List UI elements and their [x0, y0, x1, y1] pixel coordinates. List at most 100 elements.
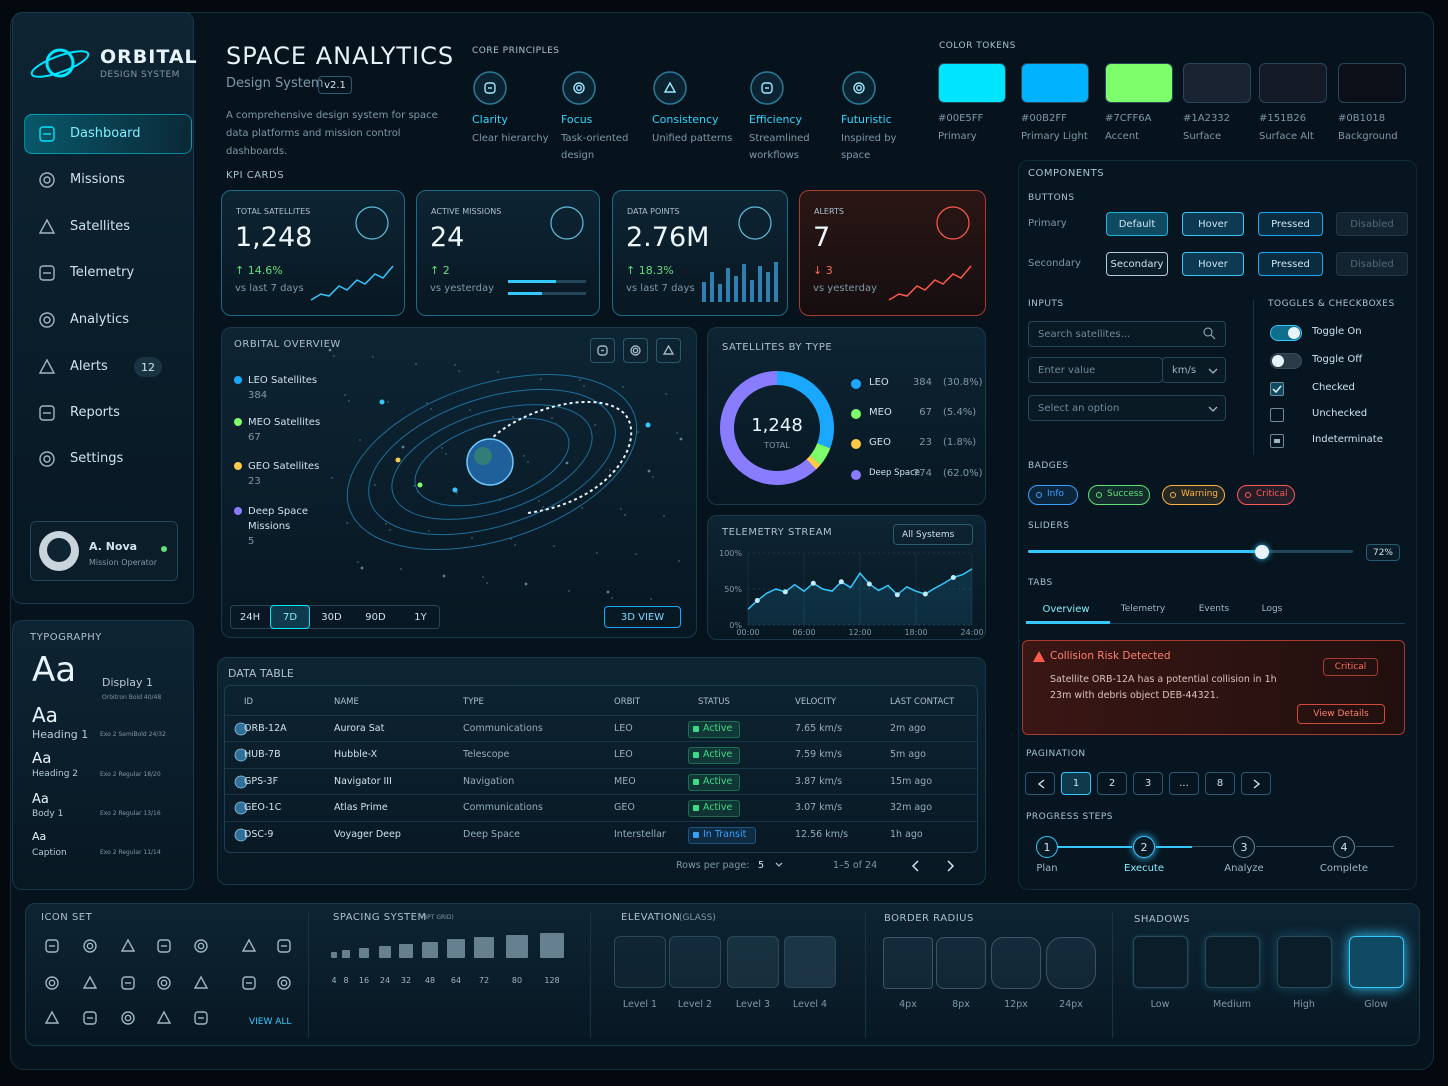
nav-item[interactable]	[24, 114, 192, 154]
rows-value[interactable]: 5	[758, 860, 765, 871]
shadow-label: Medium	[1213, 999, 1251, 1010]
icon-shape	[157, 939, 171, 953]
page-button[interactable]: 3	[1133, 772, 1163, 795]
globe	[234, 775, 248, 789]
section-title: BORDER RADIUS	[884, 913, 974, 924]
tab[interactable]: Telemetry	[1120, 604, 1166, 614]
tab[interactable]: Overview	[1042, 604, 1090, 615]
star	[441, 447, 443, 449]
section-title: TYPOGRAPHY	[30, 632, 102, 643]
tab[interactable]: Events	[1198, 604, 1230, 614]
search-input[interactable]: Search satellites...	[1028, 321, 1226, 347]
section-title: SHADOWS	[1134, 914, 1191, 925]
globe	[234, 722, 248, 736]
checkbox[interactable]	[1270, 408, 1284, 422]
icon-shape	[82, 975, 98, 989]
view-button[interactable]: 3D VIEW	[604, 606, 681, 628]
donut-total-label: TOTAL	[764, 441, 790, 450]
nav-label[interactable]: Alerts	[70, 359, 108, 374]
cell: Telescope	[463, 749, 510, 760]
page-subtitle: Design System	[226, 76, 324, 91]
alert-action[interactable]: View Details	[1297, 704, 1385, 724]
button[interactable]: Default	[1106, 212, 1168, 236]
star	[581, 507, 583, 509]
legend-pct: (62.0%)	[943, 468, 983, 479]
icon-button[interactable]	[590, 338, 615, 363]
sidebar	[12, 12, 194, 604]
button[interactable]: Hover	[1182, 212, 1244, 236]
filter-select[interactable]: All Systems	[893, 524, 973, 545]
cell: MEO	[614, 776, 636, 787]
page-button[interactable]: 1	[1061, 772, 1091, 795]
legend-name: LEO	[869, 377, 889, 388]
divider	[1253, 300, 1254, 455]
token-name: Background	[1338, 131, 1398, 142]
toggle-knob	[1272, 355, 1284, 367]
section-title: ELEVATION	[621, 912, 681, 923]
page-nav[interactable]	[1025, 772, 1055, 795]
page-button[interactable]: 8	[1205, 772, 1235, 795]
icon	[45, 939, 59, 953]
orbit-ring	[346, 374, 638, 550]
icon-button[interactable]	[623, 338, 648, 363]
step-line	[1156, 846, 1192, 848]
star	[346, 522, 348, 524]
nav-label[interactable]: Reports	[70, 405, 120, 420]
option-select[interactable]: Select an option	[1028, 395, 1226, 421]
kpi-change: ↑ 2	[430, 264, 450, 277]
logo-planet	[45, 48, 75, 78]
nav-label[interactable]: Missions	[70, 172, 125, 187]
range-button[interactable]: 30D	[321, 611, 342, 623]
spacing-swatch	[331, 952, 337, 958]
star	[565, 461, 569, 465]
icon-shape	[45, 976, 59, 990]
elevation-box	[614, 936, 666, 988]
row-icon	[234, 828, 248, 842]
badge-label: Success	[1107, 489, 1144, 499]
cell: Atlas Prime	[334, 802, 388, 813]
nav-label[interactable]: Analytics	[70, 312, 130, 327]
legend-name: Deep Space Missions	[248, 506, 309, 532]
button[interactable]: Hover	[1182, 252, 1244, 276]
checkbox[interactable]	[1270, 434, 1284, 448]
nav-label[interactable]: Settings	[70, 451, 124, 466]
page-nav[interactable]	[1241, 772, 1271, 795]
column-header: ORBIT	[614, 697, 641, 707]
page-button[interactable]: 2	[1097, 772, 1127, 795]
page-button[interactable]: ...	[1169, 772, 1199, 795]
tab[interactable]: Logs	[1261, 604, 1283, 614]
button[interactable]: Pressed	[1258, 212, 1323, 236]
cell: Aurora Sat	[334, 723, 385, 734]
checkbox[interactable]	[1270, 382, 1284, 396]
cell: 3.07 km/s	[795, 802, 843, 813]
tab-indicator	[1026, 621, 1110, 624]
sparkline	[310, 265, 394, 301]
sub-title: BUTTONS	[1028, 193, 1075, 203]
kpi-card	[221, 190, 405, 316]
x-tick-label: 00:00	[736, 628, 759, 637]
range-button[interactable]: 7D	[270, 605, 310, 629]
spacing-swatch	[446, 939, 466, 958]
nav-label[interactable]: Dashboard	[70, 126, 141, 141]
range-button[interactable]: 24H	[239, 611, 261, 623]
slider-knob[interactable]	[1255, 545, 1269, 559]
range-button[interactable]: 1Y	[414, 611, 427, 623]
nav-label[interactable]: Satellites	[70, 219, 131, 234]
spark-bar	[750, 280, 754, 302]
star	[359, 439, 361, 441]
icon	[156, 1010, 172, 1024]
icon	[39, 451, 55, 467]
button[interactable]: Secondary	[1106, 252, 1168, 276]
view-all[interactable]: VIEW ALL	[249, 1017, 292, 1027]
nav-label[interactable]: Telemetry	[70, 265, 135, 280]
type-spec: Exo 2 Regular 18/20	[100, 771, 161, 778]
value-input[interactable]: Enter value	[1028, 357, 1163, 383]
range-button[interactable]: 90D	[365, 611, 386, 623]
icon-shape	[663, 81, 677, 93]
cell: 7.65 km/s	[795, 723, 843, 734]
star	[637, 431, 639, 433]
button[interactable]: Pressed	[1258, 252, 1323, 276]
sub-title: INPUTS	[1028, 299, 1064, 309]
icon-button[interactable]	[656, 338, 681, 363]
avatar-visor	[47, 538, 71, 562]
